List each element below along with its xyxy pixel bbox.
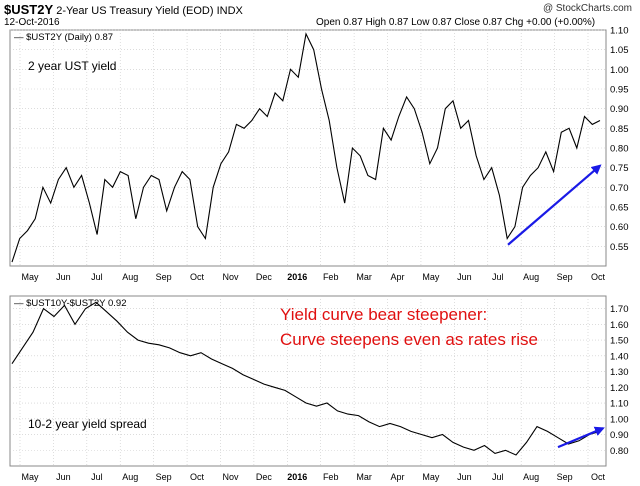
y-tick-label: 1.10 <box>610 399 629 410</box>
y-tick-label: 1.00 <box>610 414 629 425</box>
series-annotation: 2 year UST yield <box>28 59 116 73</box>
series-line <box>11 301 601 456</box>
x-tick-label: Dec <box>256 472 273 482</box>
y-tick-label: 1.30 <box>610 367 629 378</box>
y-tick-label: 0.95 <box>610 85 629 96</box>
panel-frame <box>9 295 607 467</box>
y-tick-label: 0.70 <box>610 183 629 194</box>
x-tick-label: Feb <box>323 272 339 282</box>
series-line <box>11 32 601 263</box>
x-tick-label: Oct <box>591 272 606 282</box>
y-tick-label: 0.55 <box>610 242 629 253</box>
x-tick-label: Jun <box>457 272 472 282</box>
x-tick-label: May <box>21 472 39 482</box>
series-annotation: 10-2 year yield spread <box>28 417 147 431</box>
x-tick-label: Jun <box>56 472 71 482</box>
x-tick-label: Nov <box>222 472 239 482</box>
x-tick-label: Jun <box>457 472 472 482</box>
y-tick-label: 1.50 <box>610 336 629 347</box>
y-tick-label: 1.20 <box>610 383 629 394</box>
chart-header: $UST2Y 2-Year US Treasury Yield (EOD) IN… <box>4 2 243 17</box>
chart-panel-1: 0.55 0.60 0.65 0.70 0.75 0.80 0.85 0.90 0.95 1.00… <box>9 26 629 282</box>
price-stats: Open 0.87 High 0.87 Low 0.87 Close 0.87 … <box>316 17 596 28</box>
instrument-name: 2-Year US Treasury Yield (EOD) <box>56 5 214 17</box>
y-tick-label: 1.60 <box>610 320 629 331</box>
x-tick-label: Mar <box>356 472 372 482</box>
y-tick-label: 1.70 <box>610 304 629 315</box>
y-tick-label: 0.65 <box>610 203 629 214</box>
y-tick-label: 1.05 <box>610 45 629 56</box>
y-tick-label: 0.80 <box>610 144 629 155</box>
y-tick-label: 0.80 <box>610 446 629 457</box>
y-tick-label: 0.85 <box>610 124 629 135</box>
x-tick-label: Jun <box>56 272 71 282</box>
chart-date: 12-Oct-2016 <box>4 17 60 28</box>
y-tick-label: 1.40 <box>610 351 629 362</box>
x-tick-label: Aug <box>122 272 138 282</box>
x-tick-label: Apr <box>391 272 405 282</box>
x-tick-label: Dec <box>256 272 273 282</box>
x-tick-label: Jul <box>91 272 103 282</box>
trend-arrow <box>557 426 605 449</box>
x-tick-label: May <box>422 272 440 282</box>
x-tick-label: Oct <box>190 472 205 482</box>
exchange: INDX <box>216 5 243 17</box>
x-tick-label: May <box>21 272 39 282</box>
x-tick-label: Oct <box>190 272 205 282</box>
y-tick-label: 0.90 <box>610 104 629 115</box>
y-tick-label: 1.00 <box>610 65 629 76</box>
x-tick-label: Aug <box>523 272 539 282</box>
x-tick-label: Sep <box>156 272 172 282</box>
chart-subtitle: Curve steepens even as rates rise <box>280 330 538 349</box>
x-tick-label: 2016 <box>287 272 307 282</box>
y-tick-label: 0.90 <box>610 430 629 441</box>
brand-logo: @ StockCharts.com <box>542 3 632 14</box>
x-tick-label: Jul <box>91 472 103 482</box>
x-tick-label: May <box>422 472 440 482</box>
legend-entry: — $UST10Y-$UST2Y 0.92 <box>14 298 126 309</box>
x-tick-label: Nov <box>222 272 239 282</box>
x-tick-label: 2016 <box>287 472 307 482</box>
chart-panel-2: 0.80 0.90 1.00 1.10 1.20 1.30 1.40 1.50 1.60 1.70… <box>9 295 629 482</box>
x-tick-label: Jul <box>492 472 504 482</box>
symbol: $UST2Y <box>4 2 54 17</box>
trend-arrow <box>507 164 602 246</box>
x-tick-label: Aug <box>523 472 539 482</box>
x-tick-label: Aug <box>122 472 138 482</box>
x-tick-label: Sep <box>156 472 172 482</box>
x-tick-label: Jul <box>492 272 504 282</box>
x-tick-label: Sep <box>557 472 573 482</box>
legend-entry: — $UST2Y (Daily) 0.87 <box>14 32 113 43</box>
x-tick-label: Feb <box>323 472 339 482</box>
x-tick-label: Mar <box>356 272 372 282</box>
y-tick-label: 0.75 <box>610 163 629 174</box>
chart-title: Yield curve bear steepener: <box>280 305 487 324</box>
y-tick-label: 1.10 <box>610 26 629 37</box>
y-tick-label: 0.60 <box>610 222 629 233</box>
x-tick-label: Apr <box>391 472 405 482</box>
x-tick-label: Sep <box>557 272 573 282</box>
x-tick-label: Oct <box>591 472 606 482</box>
